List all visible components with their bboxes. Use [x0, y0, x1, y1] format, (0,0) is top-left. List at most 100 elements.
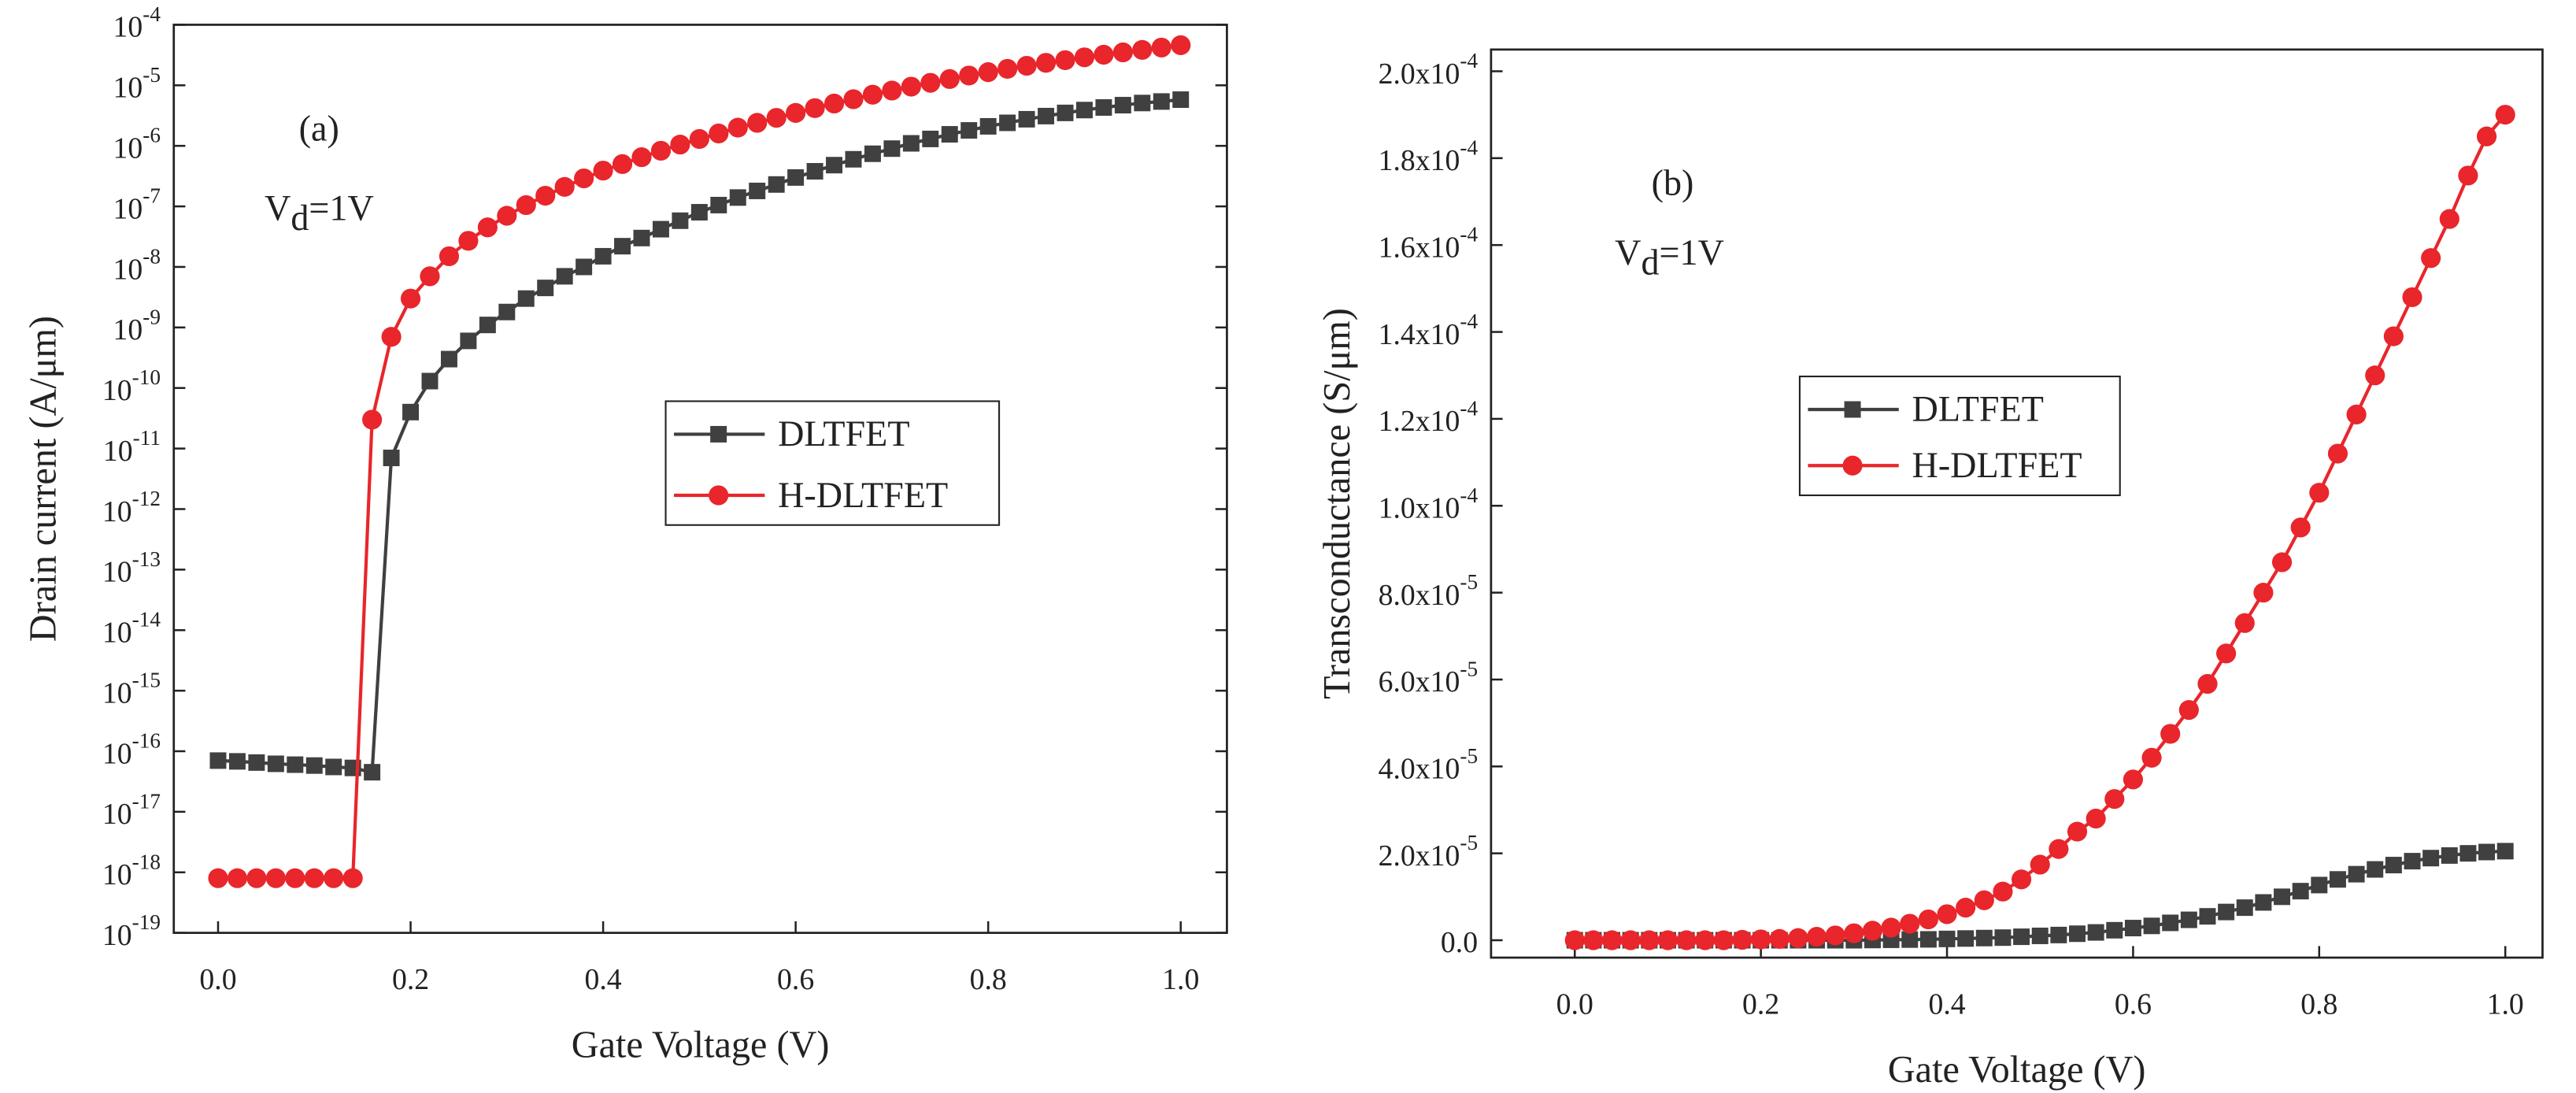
marker: [2178, 699, 2199, 721]
y-tick-label: 8.0x10-5: [1379, 570, 1478, 611]
x-tick-label: 0.0: [199, 963, 236, 996]
marker: [227, 868, 248, 888]
y-tick-label: 1.6x10-4: [1379, 223, 1479, 264]
marker: [805, 98, 825, 118]
marker: [342, 868, 363, 888]
marker: [1055, 50, 1075, 71]
marker: [1057, 104, 1074, 121]
marker: [1153, 93, 1170, 110]
x-axis-title: Gate Voltage (V): [572, 1024, 830, 1065]
x-tick-label: 0.8: [2300, 988, 2337, 1021]
marker: [400, 288, 421, 309]
marker: [652, 220, 669, 238]
marker: [1695, 930, 1715, 950]
marker: [2123, 769, 2144, 790]
marker: [843, 89, 864, 109]
marker: [2180, 911, 2197, 928]
legend-box: [1798, 375, 2121, 497]
marker: [959, 65, 979, 86]
marker: [1918, 909, 1938, 930]
y-tick-label: 10-11: [103, 426, 161, 467]
marker: [862, 84, 883, 105]
marker: [1095, 99, 1112, 116]
panel-label: (a): [299, 108, 339, 148]
marker: [768, 176, 785, 193]
marker: [325, 758, 342, 776]
marker: [246, 868, 267, 888]
marker: [1038, 107, 1055, 124]
marker: [498, 303, 516, 320]
x-tick-label: 1.0: [2487, 988, 2524, 1021]
y-tick-label: 10-19: [102, 910, 161, 951]
marker: [1018, 110, 1035, 128]
marker: [2049, 839, 2069, 859]
legend-marker: [1842, 455, 1863, 476]
marker: [402, 403, 420, 421]
y-tick-label: 10-16: [102, 729, 161, 770]
marker: [1016, 55, 1037, 76]
legend-label: DLTFET: [778, 413, 909, 454]
marker: [2143, 917, 2160, 935]
marker: [882, 80, 902, 101]
marker: [1862, 921, 1883, 941]
marker: [901, 76, 921, 97]
marker: [1957, 930, 1975, 947]
marker: [248, 754, 265, 771]
marker: [1844, 923, 1864, 943]
y-tick-label: 10-5: [113, 63, 161, 104]
marker: [710, 196, 727, 213]
y-tick-label: 2.0x10-5: [1379, 831, 1478, 872]
marker: [381, 327, 402, 347]
legend-label: H-DLTFET: [1912, 445, 2082, 485]
marker: [2069, 925, 2086, 943]
x-tick-label: 0.4: [1928, 988, 1965, 1021]
marker: [689, 128, 709, 150]
marker: [2013, 928, 2030, 946]
marker: [2274, 888, 2291, 906]
marker: [614, 238, 631, 255]
y-tick-label: 0.0: [1441, 926, 1478, 959]
marker: [727, 117, 748, 138]
y-axis-title: Transconductance (S/μm): [1316, 308, 1358, 699]
y-tick-label: 10-14: [102, 608, 161, 649]
x-axis-title: Gate Voltage (V): [1888, 1049, 2146, 1091]
marker: [228, 753, 246, 770]
marker: [2086, 808, 2106, 829]
marker: [1074, 47, 1095, 68]
marker: [1676, 930, 1697, 950]
y-tick-label: 10-13: [102, 547, 161, 588]
marker: [631, 147, 652, 168]
marker: [2478, 843, 2496, 861]
y-tick-label: 10-10: [102, 365, 161, 406]
marker: [2124, 920, 2141, 937]
y-tick-label: 2.0x10-4: [1379, 49, 1479, 90]
marker: [2290, 517, 2311, 538]
marker: [864, 145, 881, 162]
legend-label: DLTFET: [1912, 389, 2044, 429]
marker: [460, 332, 477, 350]
marker: [1583, 930, 1604, 950]
chart-panel: 0.0 0.2 0.4 0.6 0.8 1.0 10-19 10-18 10-17 10-16 10…: [22, 2, 1228, 1065]
marker: [209, 752, 227, 769]
marker: [208, 868, 228, 888]
panel-label: (b): [1652, 163, 1694, 203]
chart-panel: 0.0 0.2 0.4 0.6 0.8 1.0 0.0 2.0x10-5 4.0x10-5 6.0…: [1316, 48, 2544, 1091]
marker: [1657, 930, 1678, 950]
marker: [2367, 861, 2384, 878]
marker: [1132, 39, 1153, 60]
marker: [593, 161, 613, 181]
marker: [287, 756, 304, 773]
marker: [670, 134, 690, 155]
y-tick-label: 1.8x10-4: [1379, 136, 1479, 177]
marker: [2031, 928, 2049, 944]
y-tick-label: 10-18: [102, 850, 161, 891]
marker: [922, 130, 939, 147]
marker: [2162, 914, 2179, 932]
marker: [2327, 443, 2348, 464]
marker: [2421, 248, 2441, 269]
marker: [2253, 583, 2274, 603]
marker: [574, 168, 594, 189]
x-tick-label: 0.6: [2115, 988, 2152, 1021]
marker: [672, 212, 689, 229]
